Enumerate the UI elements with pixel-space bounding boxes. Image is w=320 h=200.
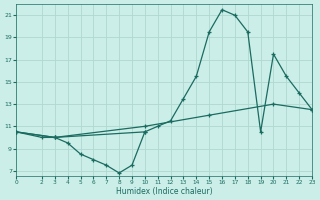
X-axis label: Humidex (Indice chaleur): Humidex (Indice chaleur) (116, 187, 212, 196)
